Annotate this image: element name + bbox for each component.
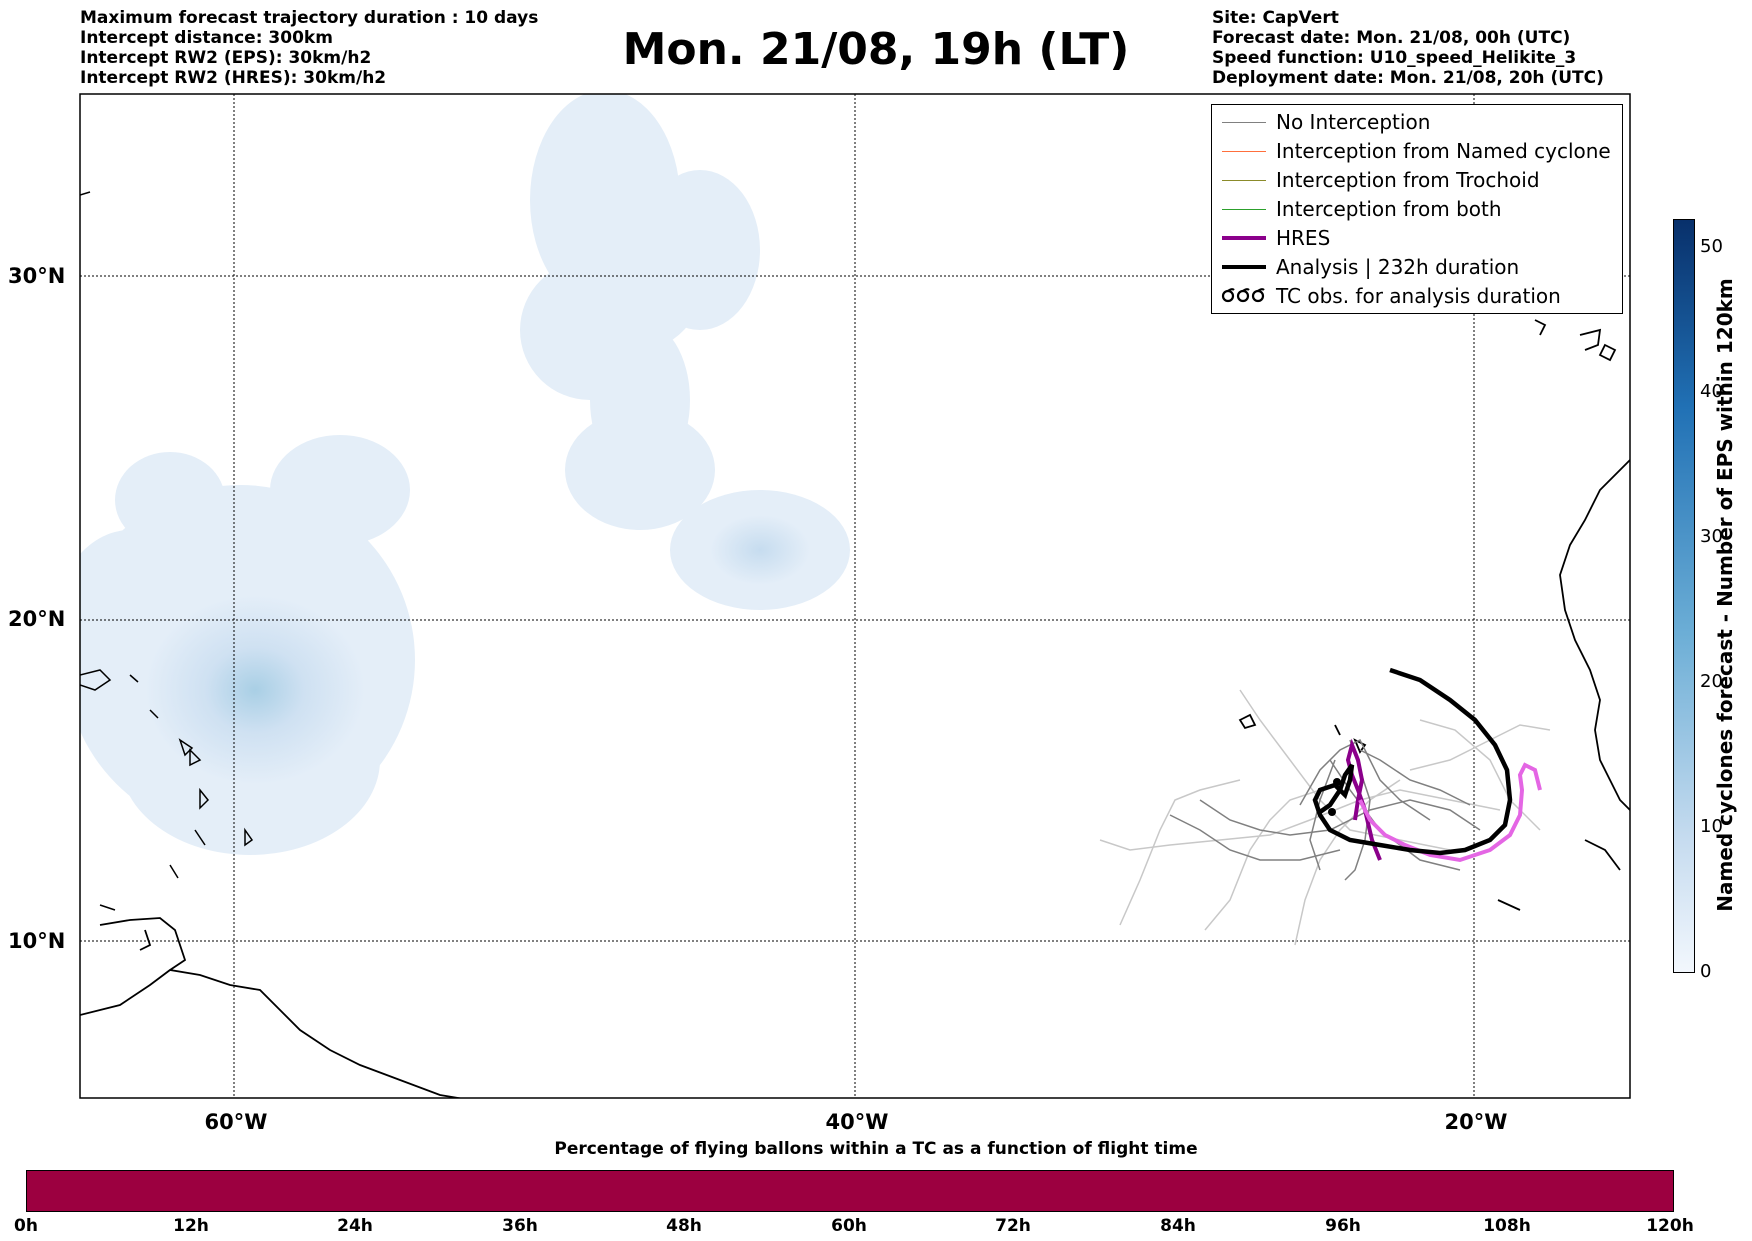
legend-swatch	[1222, 236, 1266, 240]
colorbar-tick: 0h	[14, 1216, 38, 1236]
header-right: Site: CapVert Forecast date: Mon. 21/08,…	[1212, 8, 1604, 88]
legend-label: Interception from both	[1276, 197, 1502, 221]
tc-obs-marker	[1333, 778, 1341, 786]
lon-label: 40°W	[825, 1110, 889, 1134]
colorbar-tick: 20	[1700, 671, 1723, 692]
tc-marker-icon	[1221, 288, 1265, 303]
lat-label: 30°N	[8, 264, 66, 288]
header-left-line: Intercept distance: 300km	[80, 28, 333, 48]
legend-label: TC obs. for analysis duration	[1276, 284, 1561, 308]
colorbar-tick: 60h	[831, 1216, 867, 1236]
eps-density-west	[80, 435, 415, 855]
colorbar-tick: 10	[1700, 816, 1723, 837]
colorbar-tick: 84h	[1160, 1216, 1196, 1236]
eps-colorbar	[1673, 219, 1695, 973]
legend-label: HRES	[1276, 226, 1331, 250]
graticule	[80, 94, 1630, 1098]
colorbar-tick: 24h	[337, 1216, 373, 1236]
colorbar-tick: 30	[1700, 526, 1723, 547]
colorbar-tick: 96h	[1325, 1216, 1361, 1236]
legend-item: Interception from Named cyclone	[1212, 137, 1622, 166]
legend-swatch	[1222, 265, 1266, 269]
colorbar-label: Named cyclones forecast - Number of EPS …	[1713, 278, 1737, 912]
analysis-trajectory	[1312, 667, 1513, 856]
colorbar-tick: 108h	[1483, 1216, 1531, 1236]
page-title: Mon. 21/08, 19h (LT)	[622, 24, 1130, 75]
colorbar-tick: 72h	[995, 1216, 1031, 1236]
coastlines	[80, 319, 1630, 1098]
colorbar-tick: 36h	[502, 1216, 538, 1236]
caribbean-islands	[80, 191, 254, 911]
colorbar-tick: 120h	[1646, 1216, 1694, 1236]
hres-member-trajectory	[1358, 762, 1542, 863]
header-left: Maximum forecast trajectory duration : 1…	[80, 8, 538, 88]
legend-item: TC obs. for analysis duration	[1212, 282, 1622, 311]
eps-density-central	[520, 94, 850, 610]
legend-swatch	[1222, 180, 1266, 181]
lat-label: 10°N	[8, 929, 66, 953]
hres-trajectory	[1345, 738, 1382, 861]
header-right-line: Site: CapVert	[1212, 8, 1339, 28]
legend-label: Interception from Trochoid	[1276, 168, 1540, 192]
legend-swatch	[1222, 209, 1266, 210]
colorbar-tick: 0	[1700, 961, 1712, 982]
legend-label: Analysis | 232h duration	[1276, 255, 1520, 279]
header-left-line: Intercept RW2 (HRES): 30km/h2	[80, 68, 387, 88]
legend-swatch	[1222, 151, 1266, 152]
map-border	[79, 93, 1631, 1099]
legend-swatch	[1222, 122, 1266, 123]
header-left-line: Intercept RW2 (EPS): 30km/h2	[80, 48, 372, 68]
legend-label: Interception from Named cyclone	[1276, 139, 1611, 163]
legend-item: Interception from Trochoid	[1212, 166, 1622, 195]
map-legend: No Interception Interception from Named …	[1211, 104, 1623, 314]
tc-obs-marker	[1328, 808, 1336, 816]
legend-item: No Interception	[1212, 108, 1622, 137]
legend-label: No Interception	[1276, 110, 1431, 134]
legend-item: Analysis | 232h duration	[1212, 253, 1622, 282]
lat-label: 20°N	[8, 607, 66, 631]
eps-trajectories	[1099, 689, 1551, 946]
header-right-line: Forecast date: Mon. 21/08, 00h (UTC)	[1212, 28, 1571, 48]
colorbar-tick: 40	[1700, 381, 1723, 402]
lon-label: 60°W	[204, 1110, 268, 1134]
colorbar-tick: 12h	[173, 1216, 209, 1236]
flight-time-colorbar	[26, 1170, 1674, 1212]
header-right-line: Speed function: U10_speed_Helikite_3	[1212, 48, 1577, 68]
legend-item: Interception from both	[1212, 195, 1622, 224]
lon-label: 20°W	[1444, 1110, 1508, 1134]
header-left-line: Maximum forecast trajectory duration : 1…	[80, 8, 539, 28]
bottom-colorbar-title: Percentage of flying ballons within a TC…	[554, 1139, 1198, 1159]
colorbar-tick: 48h	[666, 1216, 702, 1236]
colorbar-tick: 50	[1700, 236, 1723, 257]
header-right-line: Deployment date: Mon. 21/08, 20h (UTC)	[1212, 68, 1604, 88]
legend-item: HRES	[1212, 224, 1622, 253]
